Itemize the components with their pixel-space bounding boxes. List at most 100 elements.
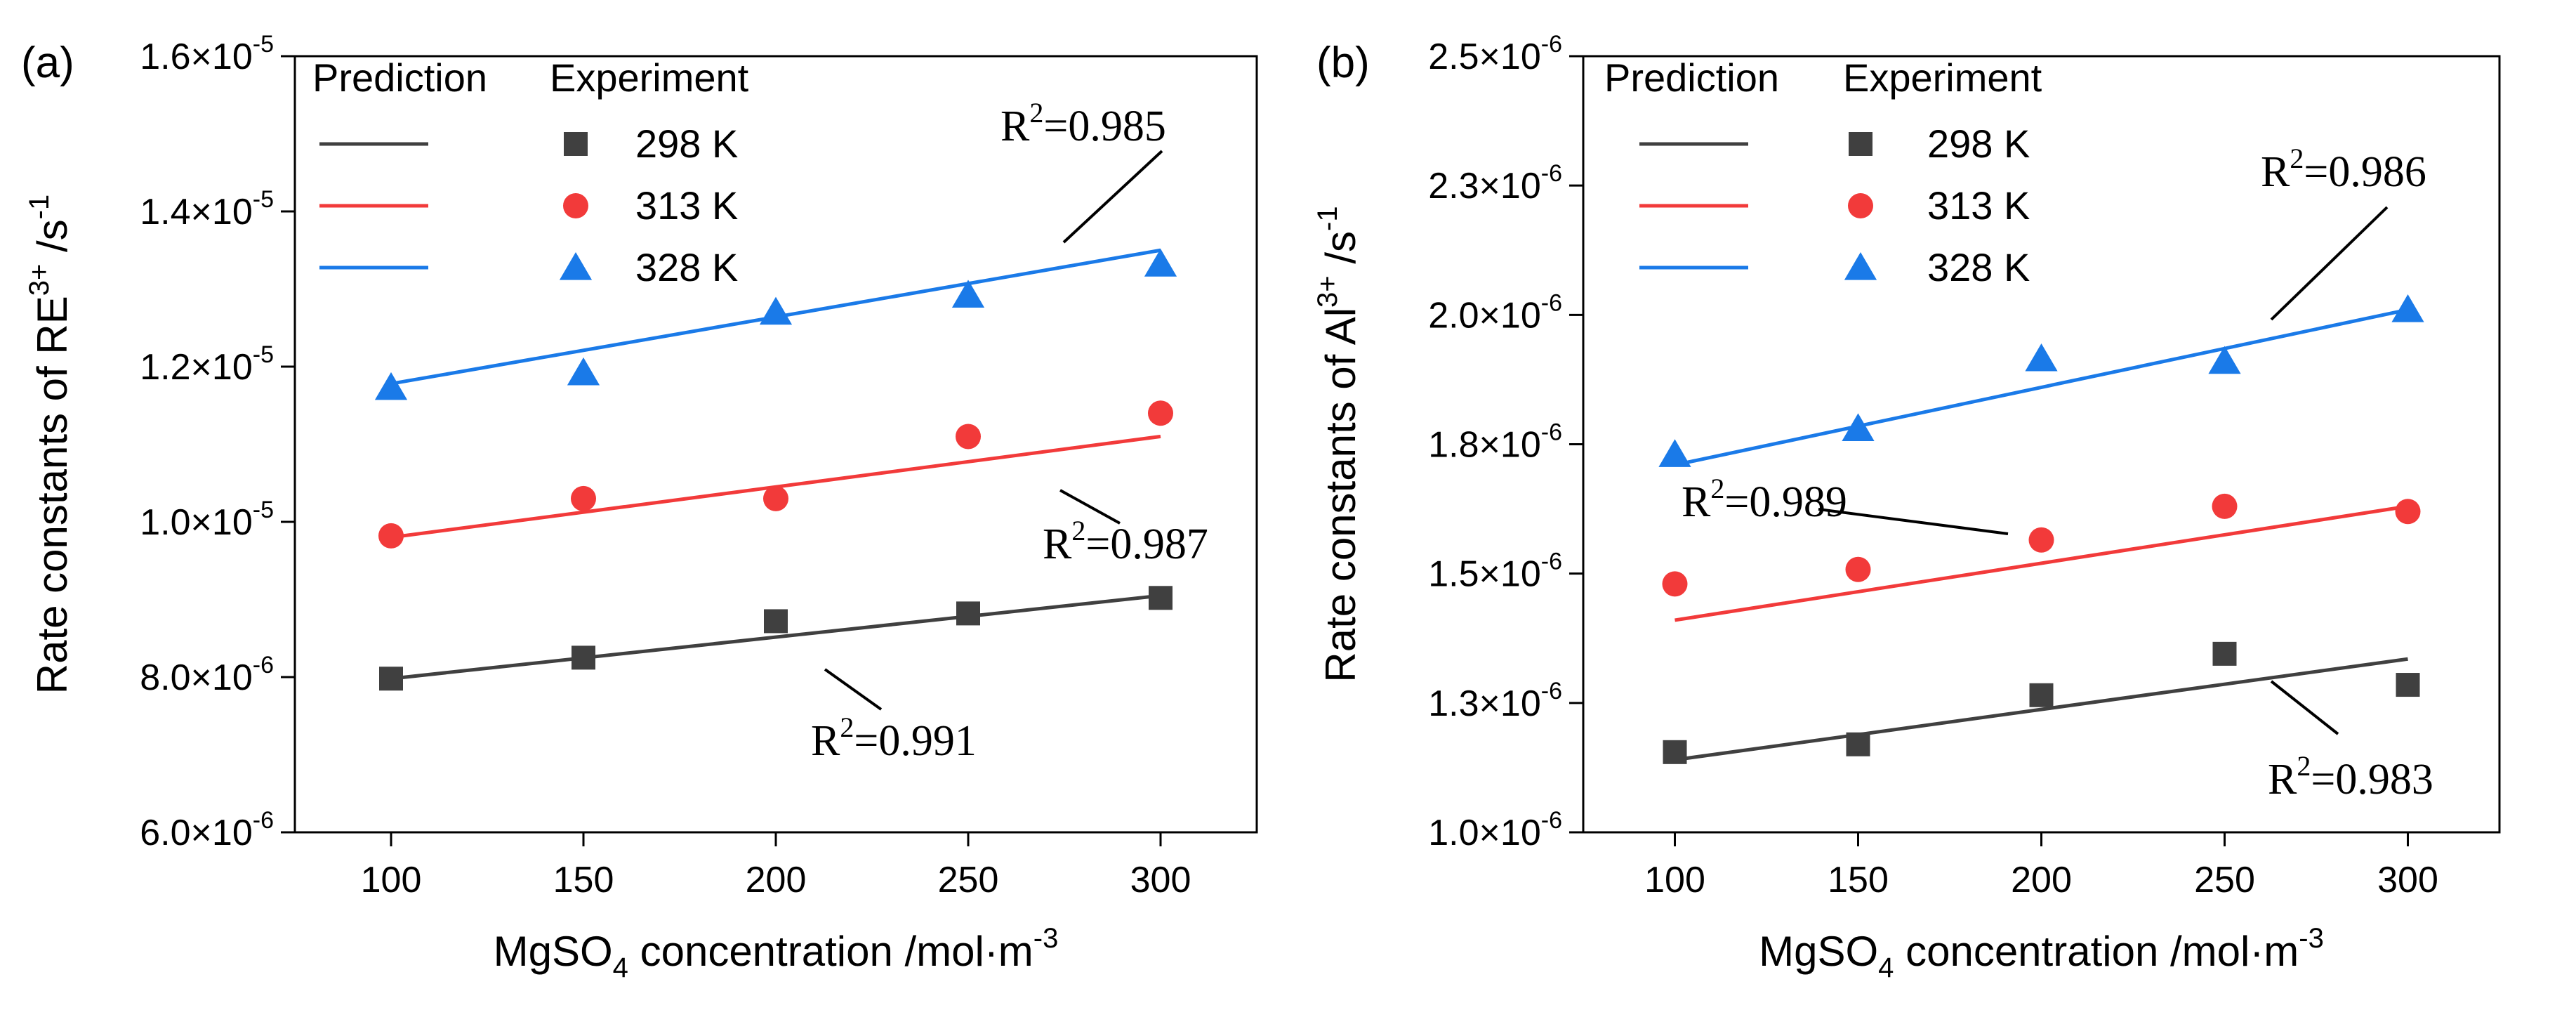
x-tick-label: 300: [2377, 860, 2438, 900]
x-tick-label: 150: [1828, 860, 1889, 900]
r2-annotation: R2=0.985: [1000, 97, 1166, 150]
legend-label: 328 K: [635, 245, 738, 289]
data-point: [2212, 641, 2237, 666]
data-point: [571, 485, 596, 511]
data-point: [2391, 294, 2424, 322]
legend-heading-experiment: Experiment: [550, 55, 749, 100]
data-point: [572, 645, 595, 670]
y-tick-label: 1.2×10-5: [140, 341, 274, 388]
y-tick-label: 6.0×10-6: [140, 807, 274, 853]
data-point: [567, 357, 600, 386]
r2-annotation: R2=0.989: [1682, 473, 1847, 526]
r2-annotation: R2=0.987: [1043, 515, 1208, 568]
x-axis-label: MgSO4 concentration /mol·m-3: [494, 923, 1059, 983]
data-point: [1842, 413, 1875, 441]
legend-label: 313 K: [1927, 183, 2030, 228]
legend-label: 328 K: [1927, 245, 2030, 289]
y-tick-label: 8.0×10-6: [140, 652, 274, 698]
r2-leader-line: [1059, 489, 1121, 525]
y-tick-label: 1.3×10-6: [1428, 678, 1562, 724]
y-tick-label: 2.0×10-6: [1428, 289, 1562, 336]
x-tick-label: 150: [553, 860, 614, 900]
r2-leader-line: [1818, 508, 2009, 535]
data-point: [764, 609, 788, 634]
series-s313: [378, 400, 1173, 549]
data-point: [956, 424, 981, 450]
data-point: [2212, 493, 2238, 519]
x-tick-label: 250: [938, 860, 999, 900]
data-point: [951, 280, 985, 308]
r2-leader-line: [824, 668, 883, 711]
series-s328: [374, 248, 1177, 400]
data-point: [378, 523, 404, 549]
fit-line: [1674, 308, 2409, 467]
data-point: [1662, 571, 1688, 597]
x-tick-label: 100: [1644, 860, 1705, 900]
r2-annotation: R2=0.983: [2268, 750, 2433, 804]
legend-marker: [563, 193, 588, 218]
y-tick-label: 1.4×10-5: [140, 186, 274, 232]
data-point: [2025, 343, 2058, 372]
data-point: [1658, 439, 1691, 467]
panel-label: (a): [21, 39, 74, 87]
data-point: [763, 485, 788, 511]
series-s328: [1658, 294, 2424, 467]
data-point: [1144, 249, 1177, 277]
data-point: [759, 296, 793, 325]
data-point: [374, 372, 408, 400]
data-point: [2208, 346, 2241, 374]
data-point: [2396, 673, 2420, 697]
x-tick-label: 250: [2194, 860, 2255, 900]
legend-heading-prediction: Prediction: [1604, 55, 1779, 100]
r2-leader-line: [2270, 206, 2389, 321]
legend-heading-prediction: Prediction: [312, 55, 487, 100]
y-tick-label: 2.3×10-6: [1428, 160, 1562, 206]
legend-label: 298 K: [1927, 122, 2030, 166]
legend-marker: [1849, 132, 1872, 156]
legend-marker: [1844, 252, 1877, 280]
data-point: [1846, 732, 1870, 756]
legend-marker: [1848, 193, 1873, 218]
data-point: [1663, 740, 1687, 764]
series-s298: [1663, 641, 2420, 764]
fit-line: [1675, 657, 2408, 762]
legend-heading-experiment: Experiment: [1843, 55, 2042, 100]
legend-marker: [559, 252, 593, 280]
fit-line: [1675, 504, 2408, 622]
x-tick-label: 200: [2011, 860, 2072, 900]
series-s313: [1662, 493, 2421, 622]
y-axis-label: Rate constants of Al3+ /s-1: [1312, 206, 1364, 682]
data-point: [1149, 586, 1173, 610]
y-axis-label: Rate constants of RE3+ /s-1: [24, 195, 76, 694]
y-tick-label: 1.5×10-6: [1428, 549, 1562, 595]
y-tick-label: 1.0×10-6: [1428, 807, 1562, 853]
legend-marker: [564, 132, 588, 156]
y-tick-label: 1.0×10-5: [140, 497, 274, 543]
data-point: [1148, 400, 1173, 426]
y-tick-label: 2.5×10-6: [1428, 31, 1562, 77]
fit-line: [390, 593, 1161, 681]
data-point: [2395, 499, 2421, 525]
data-point: [2028, 527, 2054, 553]
panel-b: (b) 100 150 200 250 300 1.0×10-6 1.3×10-6 1.5×10…: [1312, 31, 2501, 983]
series-s298: [379, 586, 1173, 691]
data-point: [1845, 556, 1871, 582]
data-point: [2029, 683, 2054, 707]
x-tick-label: 300: [1130, 860, 1191, 900]
panel-label: (b): [1316, 39, 1370, 87]
data-point: [379, 667, 403, 691]
r2-leader-line: [2270, 680, 2339, 735]
legend-label: 313 K: [635, 183, 738, 228]
r2-annotation: R2=0.986: [2261, 143, 2426, 196]
x-axis-label: MgSO4 concentration /mol·m-3: [1759, 923, 2324, 983]
y-tick-label: 1.6×10-5: [140, 31, 274, 77]
x-tick-label: 100: [361, 860, 422, 900]
x-tick-label: 200: [746, 860, 807, 900]
legend-label: 298 K: [635, 122, 738, 166]
panel-a: (a) 100 150 200 250 300 6.0×10-6 8.0×10-6 1.0×10…: [21, 31, 1258, 983]
r2-annotation: R2=0.991: [811, 711, 977, 765]
r2-leader-line: [1062, 150, 1163, 244]
y-tick-label: 1.8×10-6: [1428, 419, 1562, 466]
data-point: [956, 601, 980, 626]
